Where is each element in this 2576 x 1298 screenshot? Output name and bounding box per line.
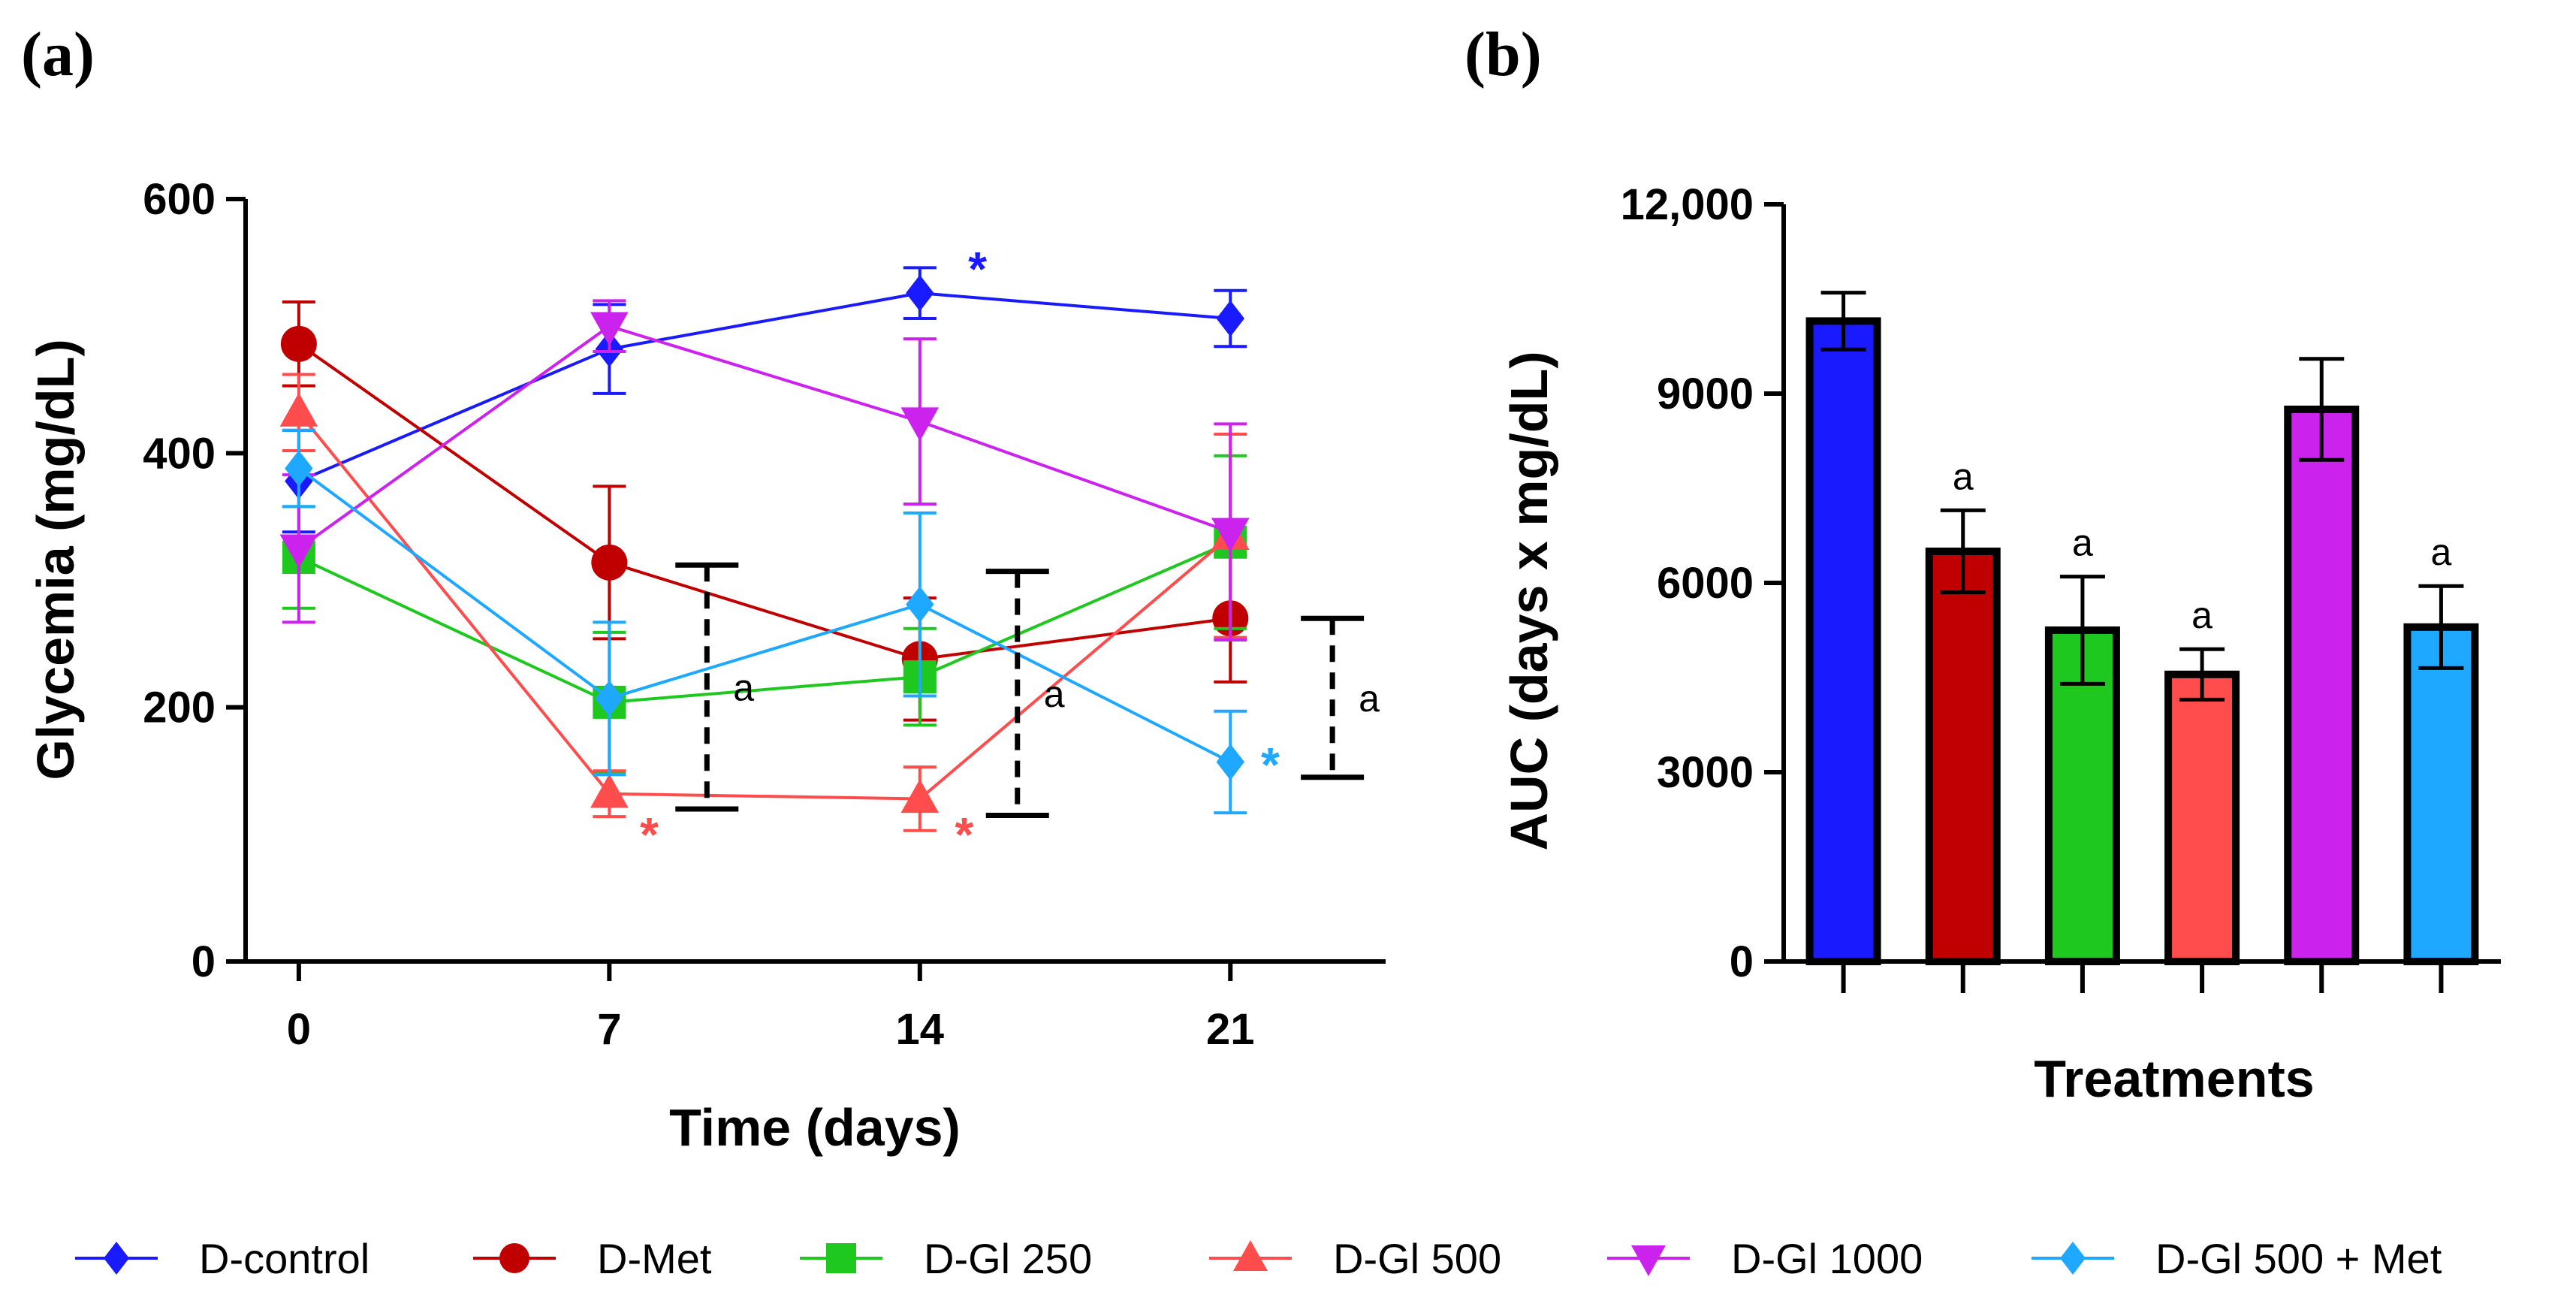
y-tick-label-b: 0: [1730, 937, 1754, 986]
significance-star: *: [640, 807, 659, 862]
series-line-d-gl-500-met: [297, 467, 1232, 764]
significance-label: a: [1044, 673, 1065, 715]
series-line-d-gl-250: [298, 540, 1232, 704]
series-d-control: [282, 266, 1247, 534]
significance-star: *: [955, 807, 973, 862]
data-point: [1216, 744, 1244, 780]
legend-label: D-control: [199, 1235, 370, 1282]
series-line-d-met: [297, 343, 1231, 661]
y-tick-label-b: 12,000: [1621, 180, 1754, 229]
y-axis-title-a: Glycemia (mg/dL): [26, 339, 85, 780]
y-tick-label-b: 9000: [1657, 370, 1754, 418]
legend-marker: [1233, 1240, 1268, 1271]
bar: [2284, 406, 2360, 965]
legend-item-d-met: D-Met: [473, 1235, 712, 1282]
bar: [2164, 670, 2240, 965]
legend-marker: [499, 1243, 529, 1273]
data-point: [906, 274, 934, 312]
bar: [1805, 317, 1881, 965]
legend-label: D-Gl 500 + Met: [2155, 1235, 2442, 1282]
x-tick-label-a: 0: [287, 1005, 311, 1054]
panel-label-b: (b): [1464, 20, 1542, 89]
bar-significance-label: a: [2191, 594, 2213, 636]
significance-star: *: [968, 242, 987, 296]
significance-star: *: [1261, 738, 1280, 792]
series-d-gl-500: [279, 373, 1250, 832]
legend-item-d-gl-500-met: D-Gl 500 + Met: [2032, 1235, 2442, 1282]
series-d-gl-250: [282, 454, 1247, 774]
bar-significance-label: a: [1953, 455, 1974, 497]
legend-marker: [2060, 1242, 2086, 1275]
data-point: [906, 586, 934, 623]
data-point: [590, 774, 629, 808]
data-point: [595, 680, 624, 717]
data-point: [279, 392, 318, 427]
series-line-d-gl-1000: [297, 324, 1231, 550]
legend-item-d-control: D-control: [75, 1235, 370, 1282]
significance-label: a: [733, 667, 754, 709]
data-point: [1216, 300, 1244, 337]
bar-chart-auc: 0 3000 6000 9000 12,000 a a a a: [1621, 180, 2501, 993]
bar-d-gl-500: [2164, 647, 2240, 965]
data-point: [285, 450, 313, 487]
legend-marker: [1631, 1245, 1666, 1276]
line-chart-glycemia: 0 200 400 600 0 7 14 21 a a a * * * *: [143, 175, 1386, 1054]
bar-d-gl-500-met: [2403, 584, 2479, 965]
data-point: [900, 407, 940, 442]
x-axis-title-a: Time (days): [669, 1098, 961, 1157]
bar-d-gl-1000: [2284, 357, 2360, 965]
series-d-met: [280, 300, 1249, 722]
y-tick-label-a: 600: [143, 175, 216, 224]
legend-label: D-Gl 1000: [1731, 1235, 1923, 1282]
legend-marker: [826, 1243, 856, 1273]
data-point: [1211, 518, 1250, 552]
data-point: [590, 312, 629, 346]
y-axis-title-b: AUC (days x mg/dL): [1500, 351, 1558, 850]
series-line-d-gl-500: [297, 411, 1232, 801]
x-tick-label-a: 14: [896, 1005, 945, 1054]
legend: D-control D-Met D-Gl 250 D-Gl 500 D-Gl 1000 D…: [75, 1235, 2442, 1282]
data-point: [591, 544, 628, 581]
x-tick-label-a: 21: [1206, 1005, 1255, 1054]
bar-significance-label: a: [2072, 522, 2093, 564]
data-point: [279, 534, 318, 569]
y-tick-label-b: 3000: [1657, 748, 1754, 797]
bar-d-met: [1925, 508, 2001, 965]
legend-label: D-Gl 250: [924, 1235, 1092, 1282]
significance-label: a: [1359, 678, 1380, 720]
legend-label: D-Met: [597, 1235, 712, 1282]
y-tick-label-b: 6000: [1657, 559, 1754, 608]
y-tick-label-a: 400: [143, 429, 216, 478]
legend-marker: [104, 1242, 129, 1275]
panel-label-a: (a): [21, 20, 95, 89]
bar-d-gl-250: [2044, 575, 2120, 965]
legend-item-d-gl-1000: D-Gl 1000: [1607, 1235, 1923, 1282]
y-tick-label-a: 0: [192, 937, 216, 986]
legend-item-d-gl-250: D-Gl 250: [800, 1235, 1092, 1282]
series-d-gl-1000: [279, 299, 1250, 642]
series-line-d-control: [298, 291, 1231, 483]
series-d-gl-500-met: [282, 428, 1247, 815]
legend-item-d-gl-500: D-Gl 500: [1209, 1235, 1501, 1282]
data-point: [900, 779, 940, 814]
y-tick-label-a: 200: [143, 684, 216, 732]
legend-label: D-Gl 500: [1333, 1235, 1501, 1282]
bar: [2403, 623, 2479, 965]
bar: [1925, 548, 2001, 965]
bar-d-control: [1805, 291, 1881, 965]
bar-significance-label: a: [2431, 531, 2452, 573]
data-point: [280, 325, 317, 362]
x-tick-label-a: 7: [597, 1005, 621, 1054]
x-axis-title-b: Treatments: [2034, 1049, 2314, 1108]
